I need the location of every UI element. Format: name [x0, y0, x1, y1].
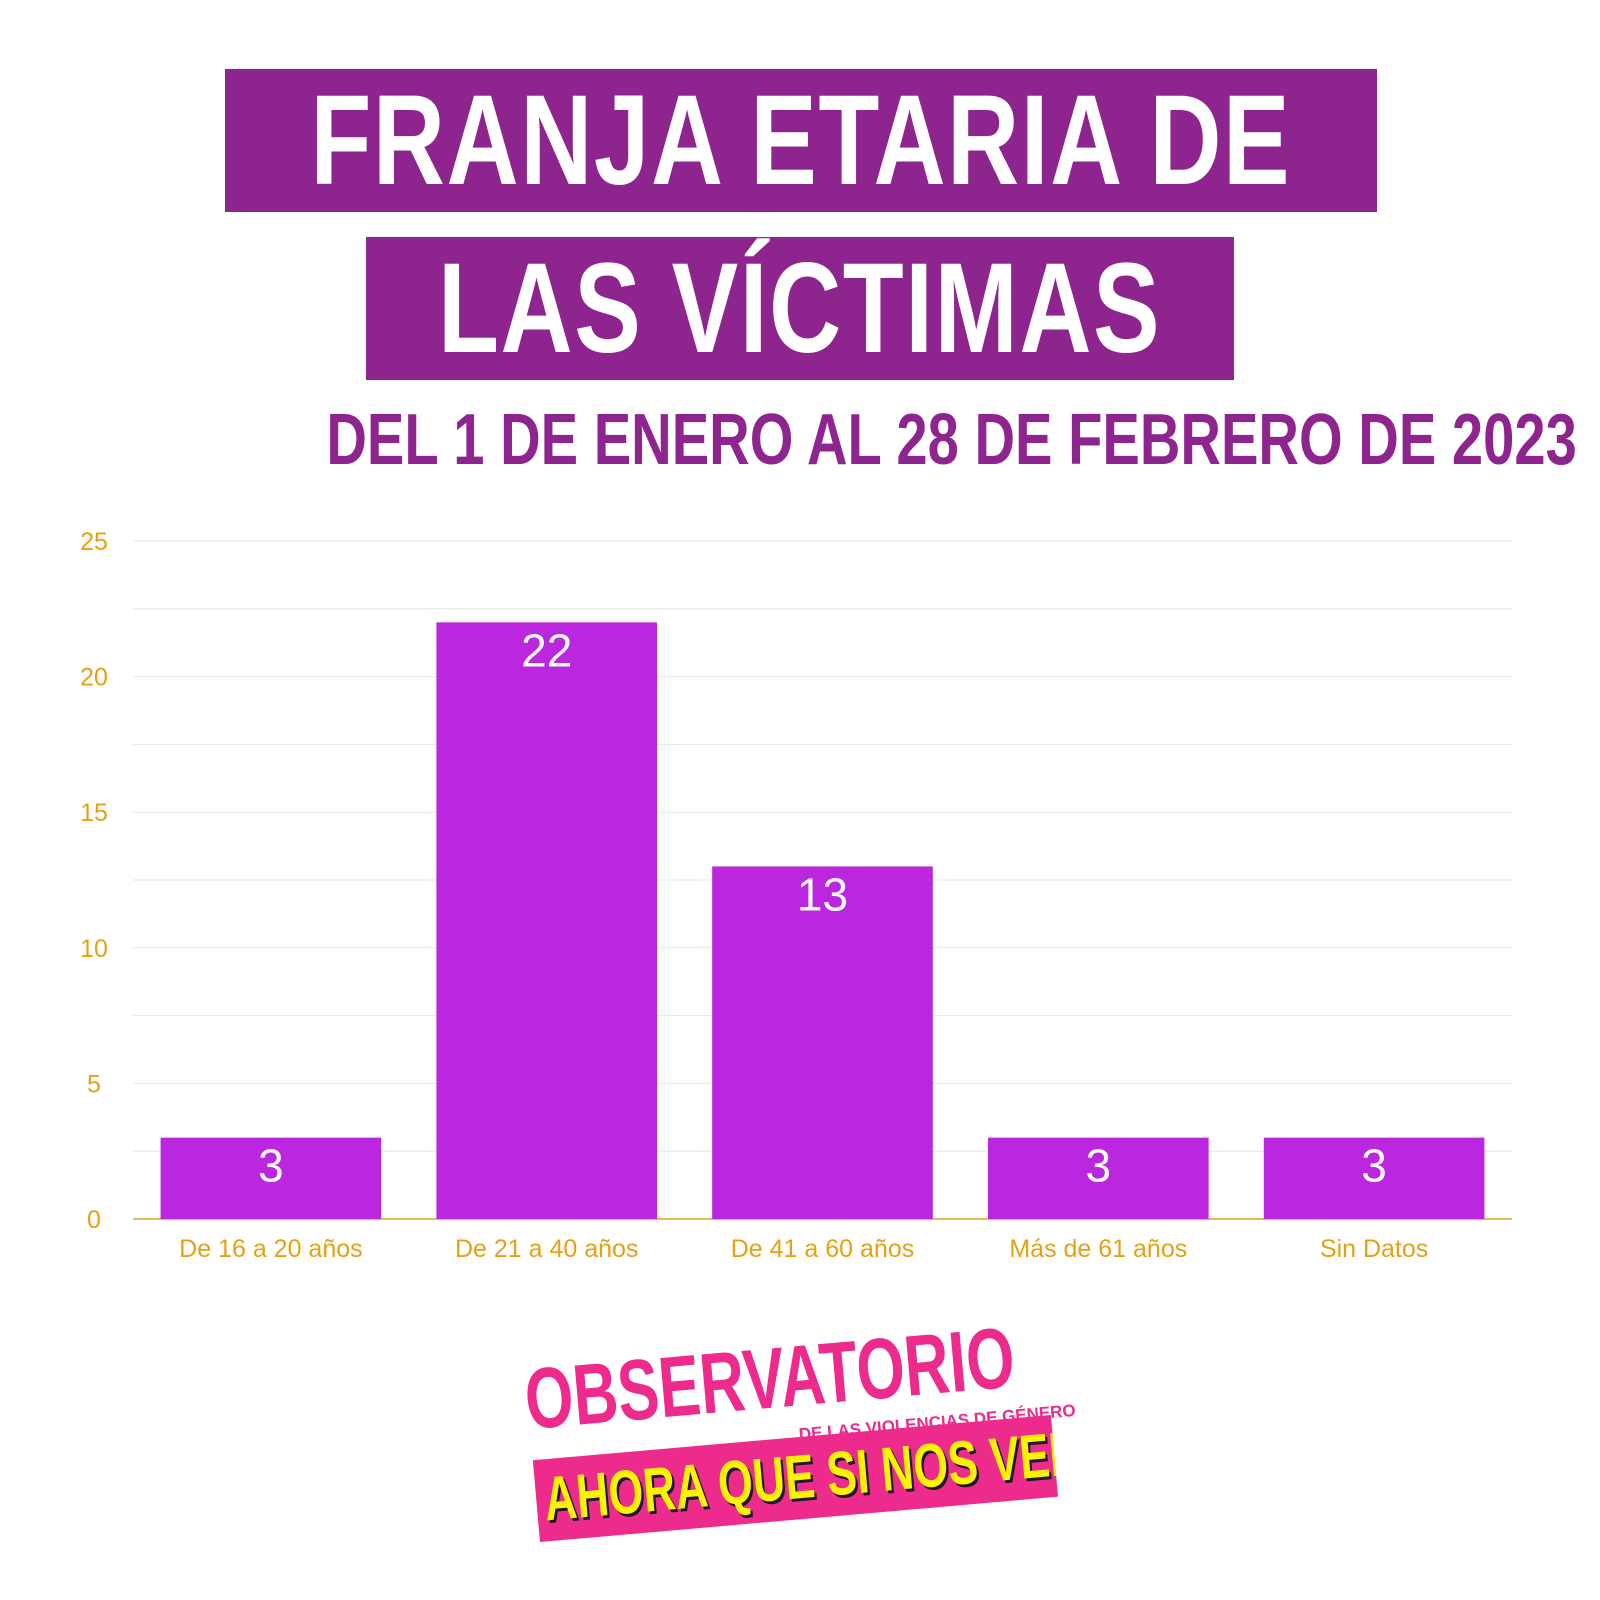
x-category-label: Más de 61 años — [1009, 1235, 1187, 1263]
bar-data-label: 13 — [797, 868, 848, 920]
title-line-1: FRANJA ETARIA DE — [225, 69, 1377, 212]
bar — [1263, 1137, 1485, 1219]
y-tick-label: 15 — [80, 799, 108, 827]
bar-data-label: 3 — [1086, 1140, 1112, 1192]
bar — [712, 866, 933, 1219]
bar-data-label: 3 — [258, 1140, 284, 1192]
x-category-label: Sin Datos — [1320, 1235, 1428, 1263]
bar — [987, 1137, 1209, 1219]
data-labels: 3 22 13 3 3 — [258, 624, 1387, 1191]
bars — [160, 622, 1485, 1219]
bar — [160, 1137, 382, 1219]
y-tick-label: 20 — [80, 664, 108, 692]
bar-chart: 0 5 10 15 20 25 De 16 a 20 años De 21 a 40 año… — [80, 528, 1512, 1263]
observatorio-logo: OBSERVATORIO DE LAS VIOLENCIAS DE GÉNERO… — [521, 1310, 1076, 1565]
title-line-1-text: FRANJA ETARIA DE — [310, 68, 1292, 212]
x-category-label: De 41 a 60 años — [731, 1235, 914, 1263]
title-line-2: LAS VÍCTIMAS — [366, 237, 1234, 380]
y-tick-label: 5 — [87, 1070, 101, 1098]
y-axis-tick-labels: 0 5 10 15 20 25 — [80, 528, 108, 1234]
y-tick-label: 25 — [80, 528, 108, 556]
bar-data-label: 22 — [521, 624, 572, 676]
x-category-label: De 21 a 40 años — [455, 1235, 638, 1263]
x-axis-category-labels: De 16 a 20 años De 21 a 40 años De 41 a 60… — [179, 1235, 1428, 1263]
subtitle: DEL 1 DE ENERO AL 28 DE FEBRERO DE 2023 — [150, 400, 1576, 480]
x-category-label: De 16 a 20 años — [179, 1235, 362, 1263]
title-line-2-text: LAS VÍCTIMAS — [438, 236, 1162, 380]
y-tick-label: 10 — [80, 935, 108, 963]
bar — [436, 622, 658, 1219]
y-tick-label: 0 — [87, 1206, 101, 1234]
bar-data-label: 3 — [1361, 1140, 1387, 1192]
subtitle-text: DEL 1 DE ENERO AL 28 DE FEBRERO DE 2023 — [326, 400, 1577, 480]
